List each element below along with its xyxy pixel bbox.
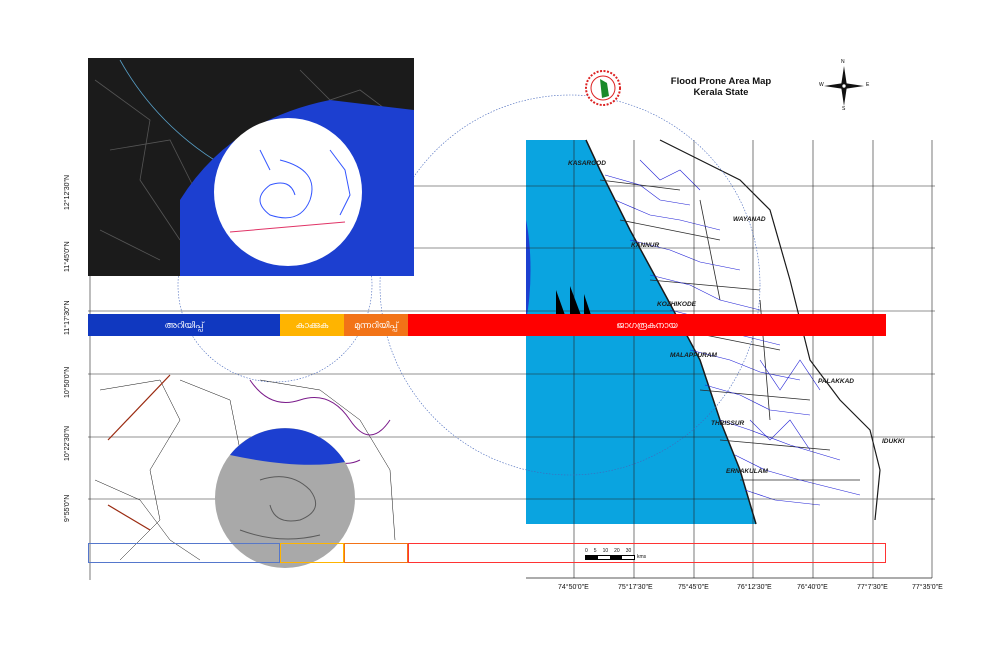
legend-band-watch: കാക്കുക [280,314,344,336]
longitude-label: 76°40'0"E [797,584,828,591]
legend-outline-alert [408,543,886,563]
longitude-grid [573,140,933,578]
legend-band-alert: ജാഗരൂകനായ [408,314,886,336]
scale-bar: 0 5 10 20 30 kms [585,548,646,560]
compass-north-label: N [841,59,845,65]
satellite-texture-top [94,59,411,261]
scale-unit: kms [637,554,647,560]
latitude-label: 11°45'0"N [64,241,71,272]
scale-bar-graphic [585,554,635,560]
satellite-cloud-blue-cap [230,428,345,465]
district-label-kannur: KANNUR [631,242,660,249]
legend-band-warning: മുന്നറിയിപ്പ് [344,314,408,336]
radar-track-line [229,221,346,233]
map-title-line1: Flood Prone Area Map [670,76,772,87]
legend-band-advisory: അറിയിപ്പ് [88,314,280,336]
dotted-range-circle-center [379,94,761,476]
contour-front-line-lower [107,504,151,531]
map-title: Flood Prone Area Map Kerala State [646,76,796,98]
radar-white-disc [214,118,362,266]
legend-outline-advisory [88,543,280,563]
latitude-label: 9°55'0"N [64,494,71,522]
longitude-label: 76°12'30"E [737,584,772,591]
longitude-label: 75°45'0"E [678,584,709,591]
scale-tick: 0 [585,548,588,554]
latitude-label: 10°22'30"N [64,425,71,461]
district-label-malappuram: MALAPPURAM [670,352,717,359]
contour-front-line [107,374,171,441]
latitude-label: 12°12'30"N [64,174,71,210]
district-label-kasargod: KASARGOD [568,160,606,167]
district-label-thrissur: THRISSUR [711,420,745,427]
longitude-label: 77°7'30"E [857,584,888,591]
compass-south-label: S [842,106,846,112]
compass-east-label: E [866,82,870,88]
district-label-kozhikode: KOZHIKODE [657,301,696,308]
longitude-label: 74°50'0"E [558,584,589,591]
latitude-label: 11°17'30"N [64,300,71,335]
legend-outline-warning [344,543,408,563]
map-title-line2: Kerala State [693,87,749,98]
cyclone-echo [259,149,351,219]
scale-tick: 10 [602,548,609,554]
radar-blue-arc [526,220,531,320]
organization-logo [585,70,621,106]
scale-tick: 30 [625,548,632,554]
district-label-idukki: IDUKKI [882,438,905,445]
district-label-ernakulam: ERNAKULAM [726,468,768,475]
legend-outline-watch [280,543,344,563]
scale-bar-ticks: 0 5 10 20 30 [585,548,646,554]
latitude-label: 10°50'0"N [64,366,71,398]
compass-rose [824,66,864,106]
compass-west-label: W [819,82,824,88]
district-label-palakkad: PALAKKAD [818,378,854,385]
longitude-label: 77°35'0"E [912,584,943,591]
district-label-wayanad: WAYANAD [733,216,766,223]
scale-tick: 20 [614,548,620,554]
longitude-label: 75°17'30"E [618,584,653,591]
cloud-swirl [239,476,321,540]
scale-tick: 5 [593,548,597,554]
